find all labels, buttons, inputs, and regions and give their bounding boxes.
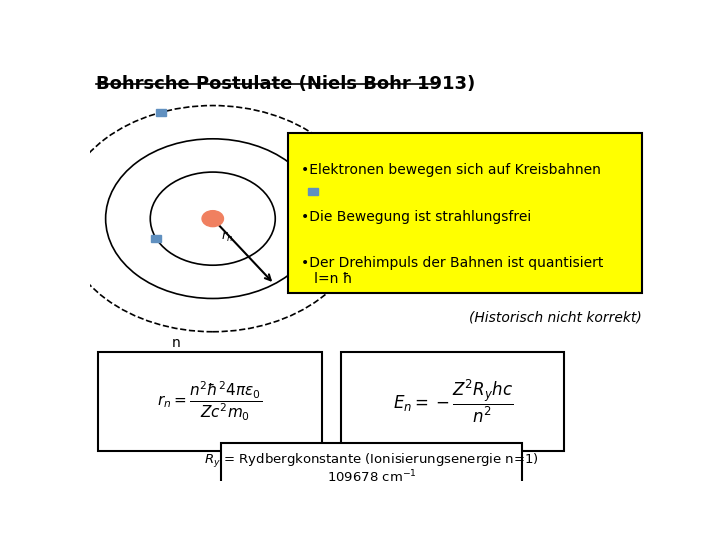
FancyBboxPatch shape bbox=[288, 133, 642, 294]
Text: •Elektronen bewegen sich auf Kreisbahnen: •Elektronen bewegen sich auf Kreisbahnen bbox=[301, 163, 600, 177]
Text: •Die Bewegung ist strahlungsfrei: •Die Bewegung ist strahlungsfrei bbox=[301, 210, 531, 224]
Text: (Historisch nicht korrekt): (Historisch nicht korrekt) bbox=[469, 310, 642, 324]
Text: $E_n = -\dfrac{Z^2 R_y hc}{n^2}$: $E_n = -\dfrac{Z^2 R_y hc}{n^2}$ bbox=[392, 378, 513, 425]
Text: $r_n$: $r_n$ bbox=[221, 230, 233, 245]
Text: $r_n = \dfrac{n^2\hbar^2 4\pi\varepsilon_0}{Zc^2 m_0}$: $r_n = \dfrac{n^2\hbar^2 4\pi\varepsilon… bbox=[158, 380, 263, 423]
Bar bbox=[308, 187, 318, 195]
FancyBboxPatch shape bbox=[221, 443, 523, 493]
Circle shape bbox=[202, 211, 223, 227]
Bar bbox=[156, 109, 166, 116]
Text: •Der Drehimpuls der Bahnen ist quantisiert
   l=n ħ: •Der Drehimpuls der Bahnen ist quantisie… bbox=[301, 256, 603, 286]
FancyBboxPatch shape bbox=[99, 352, 322, 451]
Text: 109678 cm$^{-1}$: 109678 cm$^{-1}$ bbox=[327, 469, 417, 485]
FancyBboxPatch shape bbox=[341, 352, 564, 451]
Text: n: n bbox=[172, 336, 181, 350]
Bar bbox=[151, 234, 161, 242]
Text: Bohrsche Postulate (Niels Bohr 1913): Bohrsche Postulate (Niels Bohr 1913) bbox=[96, 75, 474, 93]
Text: $R_y$ = Rydbergkonstante (Ionisierungsenergie n=1): $R_y$ = Rydbergkonstante (Ionisierungsen… bbox=[204, 452, 539, 470]
